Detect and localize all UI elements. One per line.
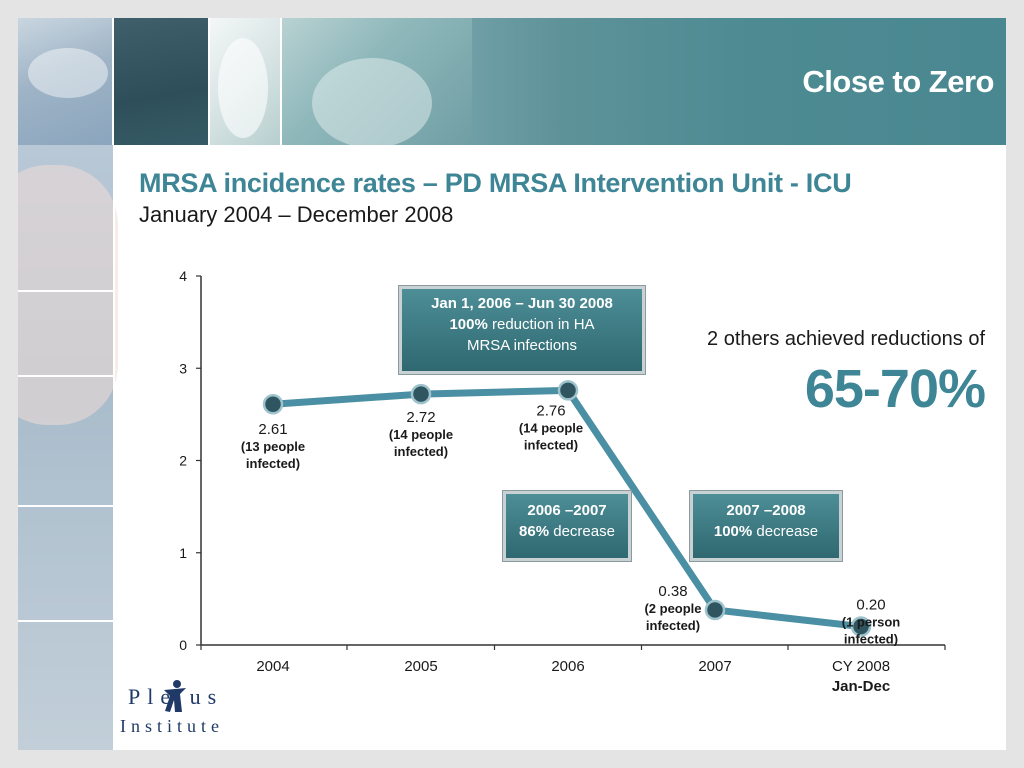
- data-label: 2.61: [258, 421, 287, 438]
- callout-2006-2007: 2006 –2007 86% decrease: [503, 491, 631, 561]
- x-tick-label: 2006: [551, 658, 584, 675]
- y-tick-label: 0: [179, 637, 187, 653]
- slide: Close to Zero MRSA incidence rates – PD …: [18, 18, 1006, 750]
- y-tick-label: 4: [179, 268, 187, 284]
- data-note: infected): [246, 456, 300, 471]
- callout-2007-2008: 2007 –2008 100% decrease: [690, 491, 842, 561]
- data-label: 0.20: [856, 597, 885, 614]
- data-point: [706, 601, 724, 619]
- data-note: (2 people: [644, 601, 701, 616]
- data-note: (14 people: [389, 427, 453, 442]
- reduction-percent: 65-70%: [805, 358, 985, 420]
- data-note: infected): [646, 618, 700, 633]
- x-tick-label: 2004: [256, 658, 289, 675]
- data-label: 0.38: [658, 583, 687, 600]
- data-note: infected): [394, 444, 448, 459]
- x-tick-label: 2007: [698, 658, 731, 675]
- logo-line2: Institute: [120, 716, 224, 737]
- callout-period-reduction: Jan 1, 2006 – Jun 30 2008 100% reduction…: [399, 286, 645, 374]
- x-tick-label: 2005: [404, 658, 437, 675]
- y-tick-label: 1: [179, 545, 187, 561]
- y-tick-label: 3: [179, 360, 187, 376]
- data-point: [264, 395, 282, 413]
- data-point: [412, 385, 430, 403]
- data-note: (1 person: [842, 615, 901, 630]
- callout-2006-2007-years: 2006 –2007: [527, 502, 606, 519]
- callout-period-line2: reduction in HA: [488, 316, 595, 333]
- callout-2007-2008-text: decrease: [752, 523, 818, 540]
- x-tick-sublabel: Jan-Dec: [832, 678, 890, 695]
- data-label: 2.76: [536, 402, 565, 419]
- callout-period-percent: 100%: [449, 316, 487, 333]
- callout-2006-2007-text: decrease: [549, 523, 615, 540]
- data-note: infected): [844, 632, 898, 647]
- x-tick-label: CY 2008: [832, 658, 890, 675]
- callout-period-line3: MRSA infections: [402, 335, 642, 356]
- y-tick-label: 2: [179, 453, 187, 469]
- others-reductions-text: 2 others achieved reductions of: [707, 328, 985, 351]
- logo-figure-icon: [160, 678, 190, 714]
- data-point: [559, 381, 577, 399]
- callout-period-line1: Jan 1, 2006 – Jun 30 2008: [431, 295, 613, 312]
- callout-2006-2007-percent: 86%: [519, 523, 549, 540]
- data-note: (13 people: [241, 439, 305, 454]
- data-note: (14 people: [519, 420, 583, 435]
- callout-2007-2008-years: 2007 –2008: [726, 502, 805, 519]
- data-label: 2.72: [406, 409, 435, 426]
- callout-2007-2008-percent: 100%: [714, 523, 752, 540]
- data-note: infected): [524, 437, 578, 452]
